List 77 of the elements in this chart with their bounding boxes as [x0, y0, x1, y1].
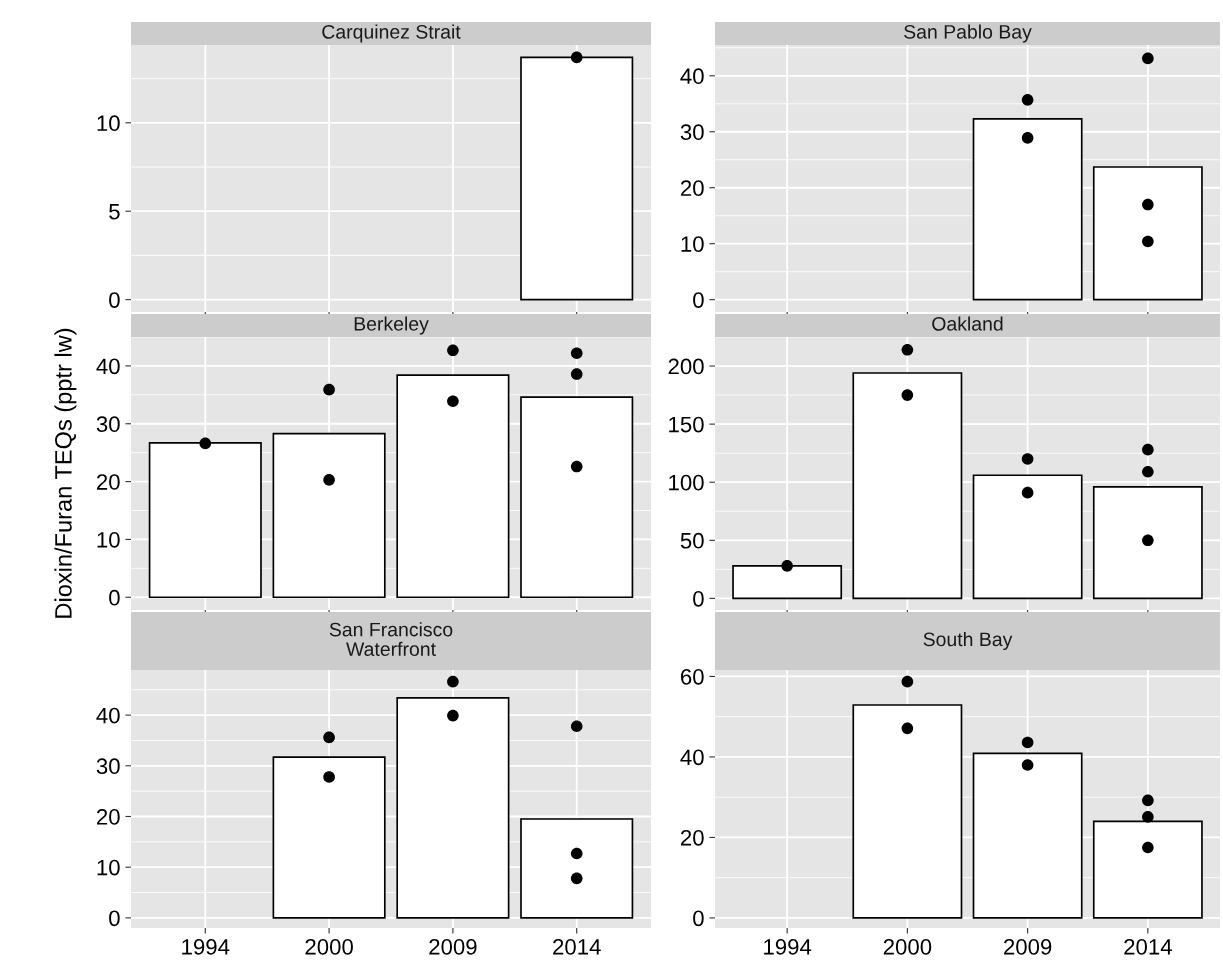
y-tick-label: 0: [109, 910, 120, 927]
y-axis-title: Dioxin/Furan TEQs (pptr lw): [54, 328, 77, 618]
y-tick-label: 30: [96, 416, 120, 433]
point: [1142, 465, 1154, 478]
point: [1142, 794, 1154, 807]
point: [1142, 534, 1154, 547]
point: [323, 731, 335, 744]
y-tick-label: 10: [97, 859, 120, 876]
point: [1142, 841, 1154, 854]
point: [1021, 736, 1034, 749]
point: [570, 872, 583, 885]
x-tick-label: 2009: [1004, 939, 1052, 955]
chart-title: San Francisco Waterfront: [329, 622, 453, 656]
point: [781, 560, 793, 572]
x-tick-label: 2014: [553, 939, 601, 955]
point: [447, 344, 459, 357]
y-tick-label: 40: [96, 358, 120, 375]
y-tick-label: 0: [693, 292, 704, 308]
point: [901, 389, 914, 401]
point: [447, 395, 459, 408]
y-tick-label: 20: [96, 474, 120, 490]
point: [323, 474, 335, 486]
y-tick-label: 10: [97, 115, 120, 132]
point: [1021, 759, 1034, 771]
point: [323, 383, 335, 396]
y-tick-label: 30: [680, 124, 704, 141]
point: [1021, 486, 1034, 499]
point: [570, 847, 583, 860]
y-tick-label: 20: [96, 809, 120, 825]
y-tick-label: 0: [693, 910, 704, 927]
y-tick-label: 50: [680, 532, 704, 549]
y-tick-label: 5: [109, 203, 120, 220]
y-tick-label: 30: [96, 758, 120, 775]
point: [901, 675, 914, 688]
point: [1142, 52, 1154, 65]
point: [1142, 235, 1154, 248]
y-tick-label: 40: [680, 749, 704, 766]
point: [1142, 811, 1154, 823]
chart-title: South Bay: [923, 631, 1013, 651]
point: [901, 722, 914, 735]
point: [901, 343, 914, 356]
y-tick-label: 20: [680, 180, 704, 197]
chart-title: San Pablo Bay: [904, 24, 1032, 43]
point: [570, 347, 583, 359]
point: [1021, 94, 1034, 106]
y-tick-label: 40: [96, 707, 120, 724]
chart-title: Carquinez Strait: [322, 24, 461, 43]
y-tick-label: 0: [109, 292, 120, 308]
y-tick-label: 150: [669, 416, 704, 433]
y-tick-label: 20: [680, 829, 704, 846]
y-tick-label: 100: [669, 474, 704, 491]
y-tick-label: 0: [109, 589, 120, 606]
y-tick-label: 10: [97, 531, 120, 548]
point: [199, 437, 212, 450]
point: [1021, 453, 1034, 465]
chart-title: Oakland: [932, 316, 1003, 331]
chart-title: Berkeley: [354, 316, 429, 335]
point: [1142, 443, 1154, 456]
x-tick-label: 2000: [305, 939, 353, 955]
point: [1021, 132, 1034, 144]
y-tick-label: 40: [680, 68, 704, 85]
point: [570, 460, 583, 473]
x-tick-label: 2014: [1124, 939, 1172, 955]
x-tick-label: 1994: [182, 939, 230, 955]
point: [323, 771, 335, 783]
point: [1142, 198, 1154, 211]
y-tick-label: 60: [681, 668, 704, 685]
y-tick-label: 0: [693, 590, 704, 607]
point: [570, 368, 583, 380]
point: [447, 709, 459, 722]
point: [570, 720, 583, 733]
y-tick-label: 200: [668, 358, 704, 375]
x-tick-label: 2000: [883, 939, 932, 955]
y-tick-label: 10: [681, 236, 704, 252]
x-tick-label: 1994: [764, 939, 812, 955]
point: [447, 675, 459, 688]
x-tick-label: 2009: [429, 939, 477, 955]
